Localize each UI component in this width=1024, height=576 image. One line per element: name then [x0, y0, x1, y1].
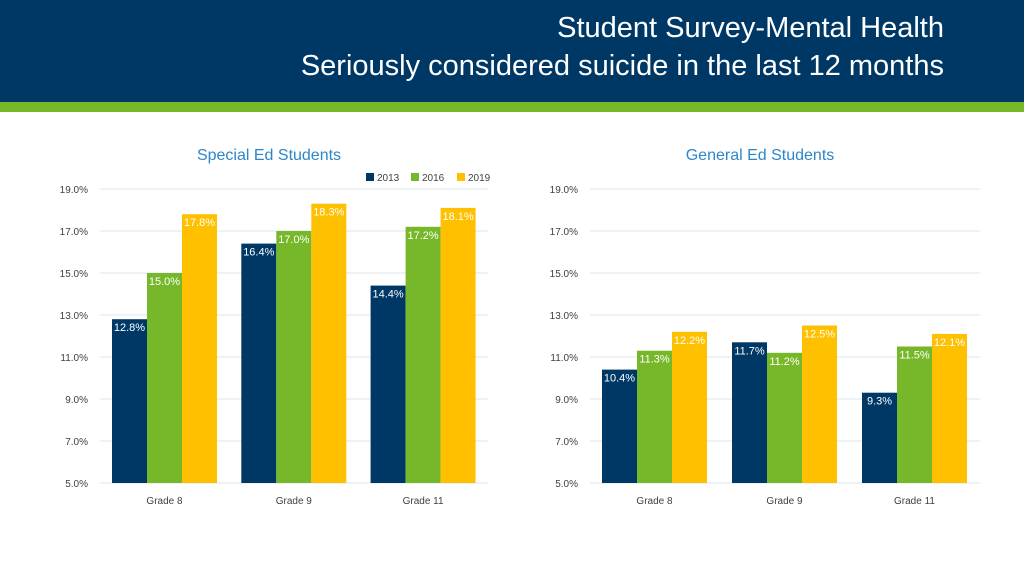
y-tick-label: 11.0% [60, 353, 88, 364]
x-tick-label: Grade 8 [636, 496, 673, 507]
data-label: 11.3% [639, 354, 670, 366]
bar-2013-grade-9 [241, 243, 277, 483]
data-label: 12.5% [804, 329, 835, 341]
y-tick-label: 17.0% [60, 227, 88, 238]
bar-2013-grade-11 [370, 285, 406, 483]
y-tick-label: 19.0% [60, 185, 88, 196]
bar-2016-grade-8 [147, 273, 182, 483]
legend-swatch-2019 [457, 173, 465, 181]
bar-2013-grade-8 [602, 369, 637, 483]
y-tick-label: 5.0% [555, 479, 578, 490]
data-label: 17.8% [184, 217, 215, 229]
bar-2016-grade-8 [637, 350, 672, 483]
chart-title-0: Special Ed Students [197, 147, 341, 164]
bar-2019-grade-8 [182, 214, 217, 483]
y-tick-label: 7.0% [65, 437, 88, 448]
data-label: 18.1% [442, 211, 473, 223]
bar-2019-grade-8 [672, 331, 707, 483]
data-label: 11.7% [734, 345, 765, 357]
data-label: 16.4% [243, 247, 274, 259]
y-tick-label: 17.0% [550, 227, 578, 238]
bar-2019-grade-11 [440, 207, 476, 483]
data-label: 17.2% [407, 230, 438, 242]
y-tick-label: 15.0% [60, 269, 88, 280]
data-label: 10.4% [604, 373, 635, 385]
header-accent-stripe [0, 102, 1024, 112]
bar-2016-grade-9 [767, 352, 802, 483]
y-tick-label: 7.0% [555, 437, 578, 448]
page-title: Student Survey-Mental Health [557, 12, 944, 44]
legend-label-2016: 2016 [422, 173, 445, 184]
legend-label-2019: 2019 [468, 173, 491, 184]
y-tick-label: 5.0% [65, 479, 88, 490]
data-label: 12.8% [114, 322, 145, 334]
y-tick-label: 15.0% [550, 269, 578, 280]
y-tick-label: 13.0% [550, 311, 578, 322]
data-label: 12.1% [934, 337, 965, 349]
legend-label-2013: 2013 [377, 173, 400, 184]
data-label: 18.3% [313, 207, 344, 219]
bar-2019-grade-11 [932, 333, 967, 483]
legend-swatch-2013 [366, 173, 374, 181]
data-label: 15.0% [149, 276, 180, 288]
y-tick-label: 13.0% [60, 311, 88, 322]
x-tick-label: Grade 8 [146, 496, 183, 507]
page-subtitle: Seriously considered suicide in the last… [300, 50, 944, 82]
x-tick-label: Grade 11 [894, 496, 935, 507]
data-label: 11.5% [899, 350, 930, 362]
data-label: 14.4% [372, 289, 403, 301]
bar-2016-grade-9 [276, 231, 312, 483]
bar-2016-grade-11 [897, 346, 932, 483]
y-tick-label: 9.0% [65, 395, 88, 406]
bar-2016-grade-11 [405, 226, 441, 484]
x-tick-label: Grade 9 [766, 496, 803, 507]
bar-2013-grade-9 [732, 342, 767, 483]
header-bar [0, 0, 1024, 102]
data-label: 17.0% [278, 234, 309, 246]
chart-title-1: General Ed Students [686, 147, 835, 164]
bar-2013-grade-11 [862, 392, 897, 483]
bar-2013-grade-8 [112, 319, 147, 483]
data-label: 11.2% [769, 356, 800, 368]
bar-2019-grade-9 [311, 203, 347, 483]
x-tick-label: Grade 11 [403, 496, 444, 507]
legend-swatch-2016 [411, 173, 419, 181]
y-tick-label: 19.0% [550, 185, 578, 196]
bar-2019-grade-9 [802, 325, 837, 483]
y-tick-label: 11.0% [550, 353, 578, 364]
data-label: 9.3% [867, 396, 892, 408]
x-tick-label: Grade 9 [276, 496, 313, 507]
y-tick-label: 9.0% [555, 395, 578, 406]
data-label: 12.2% [674, 335, 705, 347]
